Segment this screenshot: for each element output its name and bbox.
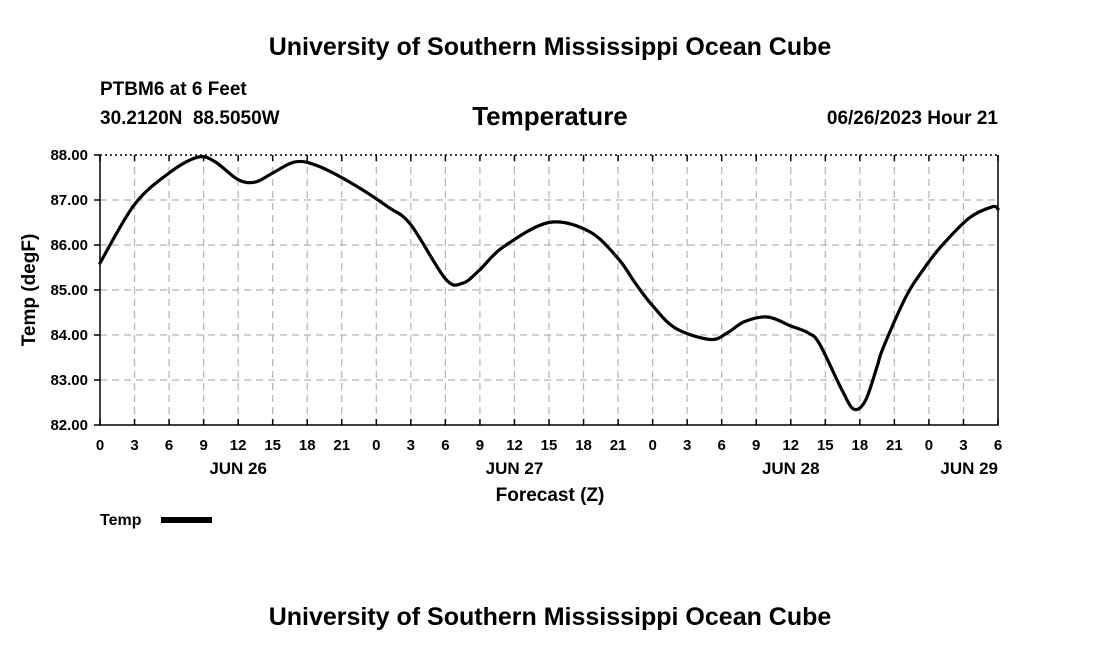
x-tick-label: 21 — [333, 437, 350, 454]
y-tick-label: 87.00 — [50, 192, 88, 209]
x-tick-label: 0 — [925, 437, 933, 454]
axes: 0 3 6 9 12 15 18 21 0 3 6 9 12 15 18 21 0 3 6 9 12 15 18 21 0 3 6 8… — [50, 147, 1002, 478]
station-label: PTBM6 at 6 Feet — [100, 79, 247, 100]
x-tick-label: 0 — [96, 437, 104, 454]
day-label: JUN 27 — [486, 459, 544, 478]
y-axis-label: Temp (degF) — [19, 234, 40, 347]
x-axis-label: Forecast (Z) — [496, 485, 605, 506]
x-tick-label: 6 — [718, 437, 726, 454]
y-tick-label: 85.00 — [50, 282, 88, 299]
x-tick-label: 0 — [648, 437, 656, 454]
y-tick-label: 82.00 — [50, 417, 88, 434]
x-tick-label: 9 — [476, 437, 484, 454]
x-tick-label: 6 — [165, 437, 173, 454]
day-label: JUN 26 — [209, 459, 267, 478]
x-tick-label: 15 — [541, 437, 558, 454]
x-tick-label: 15 — [264, 437, 281, 454]
x-tick-label: 21 — [610, 437, 627, 454]
y-tick-label: 86.00 — [50, 237, 88, 254]
x-tick-label: 9 — [199, 437, 207, 454]
x-tick-label: 18 — [299, 437, 316, 454]
bottom-title: University of Southern Mississippi Ocean… — [269, 603, 832, 631]
x-tick-label: 0 — [372, 437, 380, 454]
x-tick-label: 21 — [886, 437, 903, 454]
day-label: JUN 29 — [940, 459, 998, 478]
x-tick-label: 3 — [959, 437, 967, 454]
x-tick-label: 12 — [782, 437, 799, 454]
x-tick-label: 6 — [441, 437, 449, 454]
y-tick-label: 88.00 — [50, 147, 88, 164]
y-tick-label: 83.00 — [50, 372, 88, 389]
x-tick-label: 18 — [575, 437, 592, 454]
x-tick-label: 9 — [752, 437, 760, 454]
x-tick-label: 18 — [852, 437, 869, 454]
series-line-temp — [98, 155, 1000, 412]
x-tick-label: 12 — [230, 437, 247, 454]
grid-lines — [100, 155, 998, 425]
y-tick-label: 84.00 — [50, 327, 88, 344]
chart-title: Temperature — [472, 101, 628, 131]
x-tick-label: 3 — [683, 437, 691, 454]
legend-label: Temp — [100, 512, 142, 529]
day-label: JUN 28 — [762, 459, 820, 478]
top-title: University of Southern Mississippi Ocean… — [269, 33, 832, 61]
forecast-timestamp: 06/26/2023 Hour 21 — [827, 108, 999, 129]
station-coords: 30.2120N 88.5050W — [100, 108, 280, 129]
x-tick-label: 15 — [817, 437, 834, 454]
x-tick-label: 3 — [130, 437, 138, 454]
series-layer — [98, 155, 1000, 412]
plot-frame — [99, 155, 999, 426]
x-tick-label: 3 — [407, 437, 415, 454]
x-tick-label: 6 — [994, 437, 1002, 454]
legend: Temp — [100, 512, 212, 529]
x-tick-label: 12 — [506, 437, 523, 454]
